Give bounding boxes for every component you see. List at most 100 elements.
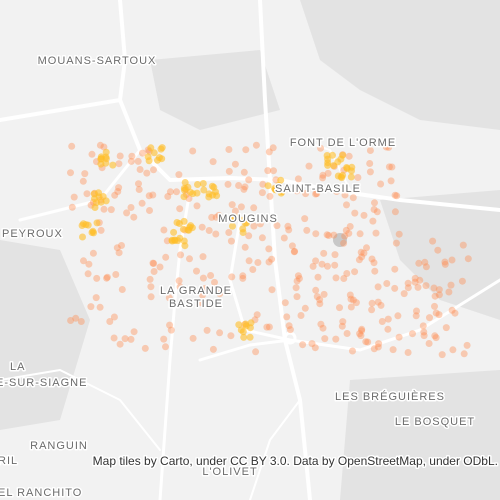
point <box>231 160 239 168</box>
point <box>319 174 327 182</box>
point <box>354 174 362 181</box>
point <box>369 217 377 225</box>
point <box>318 260 326 268</box>
point <box>340 239 348 247</box>
point <box>106 318 114 325</box>
point <box>114 188 122 195</box>
point <box>136 166 144 173</box>
point <box>95 193 103 201</box>
point <box>225 167 233 175</box>
point <box>91 204 99 211</box>
point <box>135 186 143 193</box>
point <box>268 286 276 294</box>
point <box>448 306 456 314</box>
point <box>319 324 327 332</box>
point <box>77 318 85 325</box>
point <box>320 249 328 257</box>
point <box>413 307 420 315</box>
place-labels: MOUANS-SARTOUX FONT DE L'ORME SAINT-BASI… <box>0 54 476 500</box>
point <box>264 167 272 175</box>
point <box>292 284 300 292</box>
point <box>371 267 379 275</box>
point <box>441 258 449 266</box>
point <box>175 171 183 179</box>
point <box>231 207 239 215</box>
point <box>343 201 350 209</box>
point <box>146 207 153 214</box>
point <box>426 314 433 322</box>
point <box>93 274 101 282</box>
point <box>312 257 320 265</box>
point <box>239 328 247 336</box>
point <box>150 268 158 275</box>
point <box>360 249 368 257</box>
point <box>348 167 355 175</box>
point <box>216 290 224 298</box>
point <box>411 278 419 286</box>
point <box>331 261 339 269</box>
point <box>256 220 264 228</box>
point <box>313 293 321 301</box>
point <box>225 229 233 236</box>
point <box>239 216 247 224</box>
point <box>373 208 381 216</box>
point <box>170 228 178 236</box>
point <box>325 232 333 239</box>
point <box>167 326 175 334</box>
point <box>252 348 260 356</box>
point <box>235 182 243 189</box>
point <box>347 303 355 311</box>
point <box>280 234 288 242</box>
point <box>316 300 324 308</box>
point <box>110 334 118 342</box>
point <box>294 272 302 280</box>
point <box>118 242 125 249</box>
point <box>435 291 443 299</box>
point <box>309 262 317 270</box>
point <box>356 230 364 238</box>
point <box>366 160 374 167</box>
point <box>324 262 331 270</box>
point <box>158 144 166 152</box>
road <box>198 278 500 362</box>
point <box>181 179 189 186</box>
point <box>80 257 87 265</box>
point <box>434 246 442 254</box>
point <box>412 312 420 320</box>
point <box>286 326 294 334</box>
point <box>438 351 446 359</box>
point <box>239 272 247 280</box>
point <box>130 213 138 221</box>
point <box>432 309 440 317</box>
point <box>87 303 95 311</box>
point <box>458 277 466 285</box>
point <box>111 191 119 199</box>
point <box>199 180 207 187</box>
point <box>199 253 207 261</box>
point <box>374 298 382 306</box>
point <box>285 322 293 330</box>
point <box>372 229 380 237</box>
point <box>404 279 412 287</box>
point <box>384 325 392 333</box>
point <box>384 315 392 323</box>
point <box>263 323 271 331</box>
point <box>211 278 218 286</box>
point <box>127 335 135 343</box>
point <box>115 184 123 192</box>
point <box>395 333 403 341</box>
point <box>303 226 311 234</box>
point <box>118 286 126 293</box>
point <box>254 259 262 266</box>
point <box>166 321 174 329</box>
place-label: LES BRÉGUIÈRES <box>335 390 445 403</box>
road <box>228 218 292 342</box>
point <box>207 272 215 279</box>
point <box>312 190 320 198</box>
point <box>301 304 309 312</box>
point <box>145 157 153 165</box>
point <box>370 206 378 213</box>
point <box>387 177 395 185</box>
point <box>377 301 385 309</box>
